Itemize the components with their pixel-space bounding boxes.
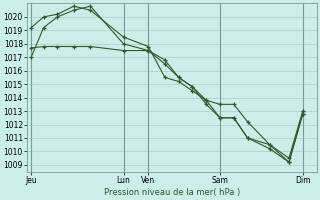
X-axis label: Pression niveau de la mer( hPa ): Pression niveau de la mer( hPa ) [104,188,240,197]
